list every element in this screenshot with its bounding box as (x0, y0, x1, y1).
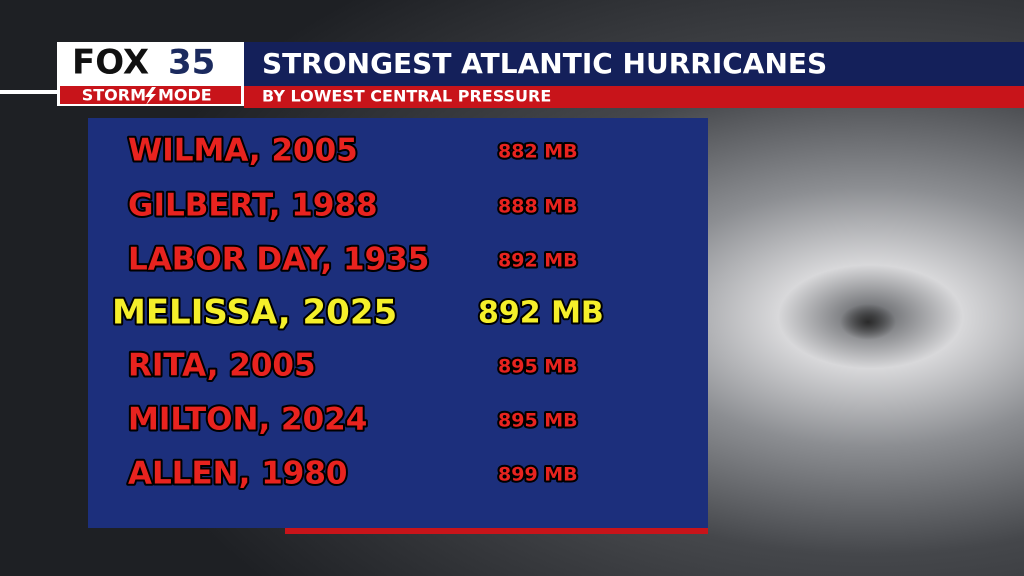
hurricane-name: ALLEN, 1980 (128, 456, 347, 492)
hurricane-name: GILBERT, 1988 (128, 188, 378, 224)
pressure: 899 MB (498, 464, 578, 486)
title-bar (244, 42, 1024, 86)
hurricane-name: LABOR DAY, 1935 (128, 242, 429, 278)
hurricane-eye (840, 304, 896, 340)
pressure: 895 MB (498, 356, 578, 378)
table: WILMA, 2005 882 MB GILBERT, 1988 888 MB LABO… (110, 131, 606, 494)
hurricane-name: RITA, 2005 (128, 348, 316, 384)
pressure: 892 MB (498, 250, 578, 272)
hurricane-name: MELISSA, 2025 (112, 293, 397, 333)
logo-line (0, 90, 60, 94)
subtitle-bar (244, 86, 1024, 108)
logo-tag-right: MODE (158, 86, 212, 105)
pressure: 892 MB (478, 296, 604, 331)
logo-bolt (145, 87, 156, 105)
subtitle: BY LOWEST CENTRAL PRESSURE (262, 87, 551, 106)
logo-number: 35 (168, 43, 215, 83)
panel (88, 118, 708, 528)
hurricane-name: WILMA, 2005 (128, 133, 358, 169)
hurricane-name: MILTON, 2024 (128, 402, 367, 438)
panel-accent (285, 528, 708, 534)
pressure: 882 MB (498, 141, 578, 163)
pressure: 895 MB (498, 410, 578, 432)
logo-brand: FOX (72, 43, 149, 83)
pressure: 888 MB (498, 196, 578, 218)
logo-tag-left: STORM (82, 86, 146, 105)
title: STRONGEST ATLANTIC HURRICANES (262, 47, 827, 80)
